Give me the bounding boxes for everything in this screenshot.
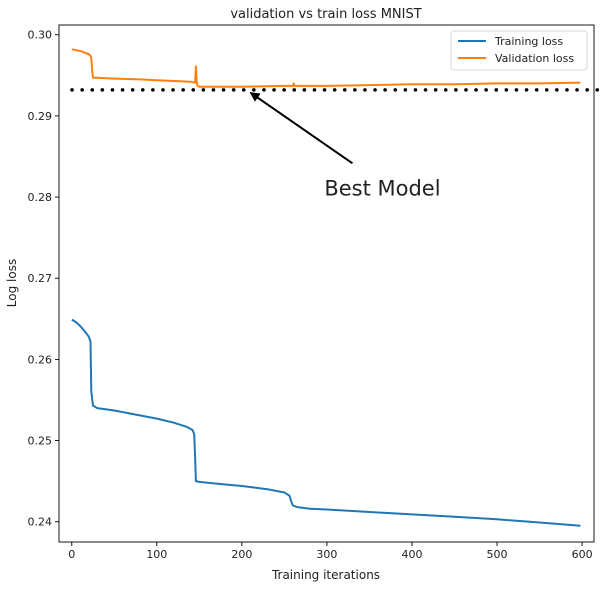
legend: Training loss Validation loss <box>451 31 587 70</box>
annotation-text: Best Model <box>324 176 440 200</box>
training-loss-line <box>72 320 581 526</box>
x-axis-ticks: 0 100 200 300 400 500 600 <box>68 542 592 561</box>
x-tick-label: 0 <box>68 548 75 561</box>
y-tick-label: 0.27 <box>28 272 53 285</box>
x-tick-label: 600 <box>572 548 593 561</box>
x-tick-label: 400 <box>401 548 422 561</box>
x-tick-label: 500 <box>487 548 508 561</box>
y-tick-label: 0.25 <box>28 435 53 448</box>
series-layer <box>72 49 581 526</box>
chart-title: validation vs train loss MNIST <box>230 7 421 22</box>
y-tick-label: 0.30 <box>28 29 53 42</box>
y-tick-label: 0.26 <box>28 353 53 366</box>
y-axis-label: Log loss <box>5 259 19 307</box>
annotation-arrow <box>251 93 352 163</box>
x-axis-label: Training iterations <box>271 568 380 582</box>
y-axis-ticks: 0.24 0.25 0.26 0.27 0.28 0.29 0.30 <box>28 29 60 529</box>
best-model-annotation: Best Model <box>251 93 440 200</box>
x-tick-label: 100 <box>146 548 167 561</box>
x-tick-label: 200 <box>231 548 252 561</box>
y-tick-label: 0.24 <box>28 516 53 529</box>
plot-frame <box>59 25 594 542</box>
plot-area <box>59 25 594 542</box>
y-tick-label: 0.28 <box>28 191 53 204</box>
y-tick-label: 0.29 <box>28 110 53 123</box>
legend-label-training: Training loss <box>494 35 563 48</box>
legend-label-validation: Validation loss <box>495 52 574 65</box>
x-tick-label: 300 <box>316 548 337 561</box>
